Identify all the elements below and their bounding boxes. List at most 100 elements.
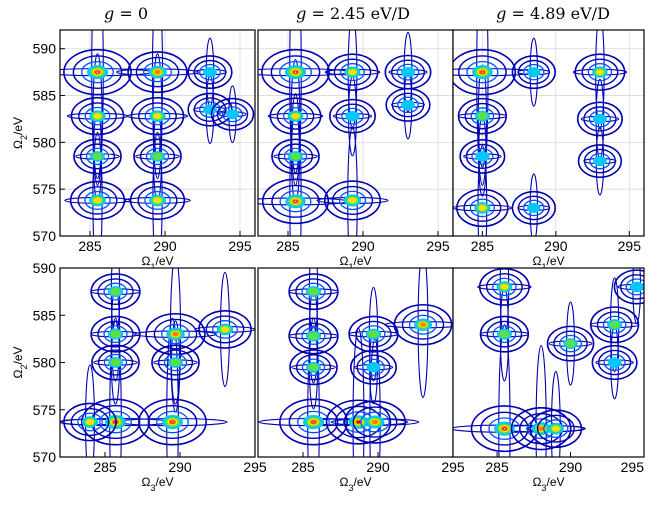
column-title-1: g = 0 bbox=[104, 4, 148, 23]
contour-peak bbox=[458, 55, 507, 89]
contour-peak bbox=[308, 332, 319, 340]
x-tick-label: 290 bbox=[544, 238, 568, 254]
contour-peak bbox=[152, 152, 163, 161]
x-tick-label: 290 bbox=[559, 459, 583, 475]
contour-peak bbox=[210, 97, 255, 131]
contour-peak bbox=[588, 110, 611, 128]
contour-peak bbox=[625, 278, 644, 296]
contour-peak bbox=[289, 349, 338, 386]
x-axis-label: Ω1/eV bbox=[339, 254, 371, 272]
contour-peak bbox=[510, 406, 572, 451]
contour-peak bbox=[362, 358, 385, 376]
contour-peak bbox=[283, 147, 308, 166]
contour-peak bbox=[153, 113, 162, 120]
contour-peak bbox=[456, 188, 509, 228]
contour-peak bbox=[70, 407, 110, 437]
contour-peak bbox=[356, 354, 391, 380]
contour-peak bbox=[70, 96, 125, 136]
plot-frame bbox=[59, 29, 256, 237]
contour-peak bbox=[343, 400, 407, 444]
x-axis-label: Ω1/eV bbox=[532, 254, 564, 272]
contour-peak bbox=[288, 317, 339, 355]
contour-peak bbox=[492, 325, 517, 344]
contour-peak bbox=[400, 66, 416, 78]
contour-peak bbox=[279, 398, 348, 446]
contour-peak bbox=[170, 358, 181, 367]
contour-peak bbox=[345, 110, 360, 122]
contour-peak bbox=[172, 331, 179, 337]
contour-peak bbox=[537, 426, 545, 431]
x-tick-label: 285 bbox=[471, 238, 495, 254]
contour-peak bbox=[629, 281, 644, 293]
contour-peak bbox=[110, 287, 121, 296]
y-tick-label: 575 bbox=[33, 181, 57, 197]
contour-peak bbox=[276, 102, 315, 130]
contour-peak bbox=[199, 63, 221, 81]
contour-peak bbox=[271, 184, 320, 218]
contour-peak bbox=[69, 180, 126, 221]
contour-layer bbox=[60, 268, 255, 457]
contour-peak bbox=[151, 344, 200, 381]
x-tick-label: 295 bbox=[618, 238, 642, 254]
contour-peak-center bbox=[294, 200, 297, 203]
contour-peak bbox=[459, 138, 506, 174]
contour-peak bbox=[308, 287, 319, 296]
contour-peak bbox=[492, 277, 517, 297]
contour-peak bbox=[536, 414, 575, 443]
contour-peak bbox=[103, 353, 128, 372]
plot-background bbox=[60, 268, 255, 457]
contour-peak bbox=[463, 193, 502, 222]
contour-peak bbox=[79, 143, 116, 170]
contour-peak bbox=[500, 284, 509, 290]
y-tick-label: 570 bbox=[33, 449, 57, 465]
contour-peak bbox=[216, 102, 249, 127]
contour-peak bbox=[308, 363, 319, 371]
contour-peak bbox=[144, 106, 171, 126]
contour-peak bbox=[348, 69, 357, 75]
contour-peak bbox=[589, 306, 640, 344]
contour-peak bbox=[397, 96, 419, 114]
contour-peak bbox=[480, 411, 529, 446]
contour-peak-center bbox=[481, 71, 484, 73]
contour-peak-center bbox=[96, 71, 99, 73]
contour-peak bbox=[527, 202, 541, 213]
contour-peak bbox=[576, 101, 623, 137]
contour-peak bbox=[619, 274, 644, 300]
y-tick-label: 580 bbox=[33, 134, 57, 150]
y-tick-label: 585 bbox=[33, 307, 57, 323]
contour-peak bbox=[366, 361, 381, 373]
contour-peak bbox=[602, 315, 627, 334]
contour-peak bbox=[301, 327, 326, 345]
contour-peak bbox=[288, 405, 339, 440]
x-tick-label: 285 bbox=[93, 459, 117, 475]
y-tick-label: 580 bbox=[33, 355, 57, 371]
contour-peak bbox=[338, 190, 367, 211]
contour-peak bbox=[471, 147, 494, 165]
contour-peak bbox=[577, 144, 623, 179]
contour-peak bbox=[130, 96, 185, 136]
contour-peak bbox=[325, 399, 392, 445]
contour-peak bbox=[355, 320, 392, 348]
contour-peak bbox=[466, 60, 499, 84]
contour-layer bbox=[453, 30, 628, 236]
contour-peak bbox=[401, 309, 445, 340]
x-axis-label: Ω1/eV bbox=[141, 254, 173, 272]
contour-peak bbox=[323, 180, 382, 221]
contour-peak bbox=[465, 143, 500, 170]
y-tick-label: 590 bbox=[33, 260, 57, 276]
contour-peak bbox=[390, 59, 426, 85]
contour-peak bbox=[546, 325, 595, 362]
contour-peak bbox=[212, 320, 238, 339]
y-tick-label: 585 bbox=[33, 88, 57, 104]
contour-peak bbox=[135, 56, 180, 88]
contour-peak bbox=[153, 318, 198, 350]
contour-peak bbox=[295, 354, 332, 381]
contour-peak bbox=[470, 107, 495, 126]
contour-peak bbox=[78, 102, 117, 131]
contour-layer bbox=[60, 30, 255, 236]
x-tick-label: 295 bbox=[621, 459, 645, 475]
contour-peak bbox=[269, 97, 322, 135]
contour-peak bbox=[225, 109, 240, 120]
contour-peak bbox=[205, 315, 245, 344]
